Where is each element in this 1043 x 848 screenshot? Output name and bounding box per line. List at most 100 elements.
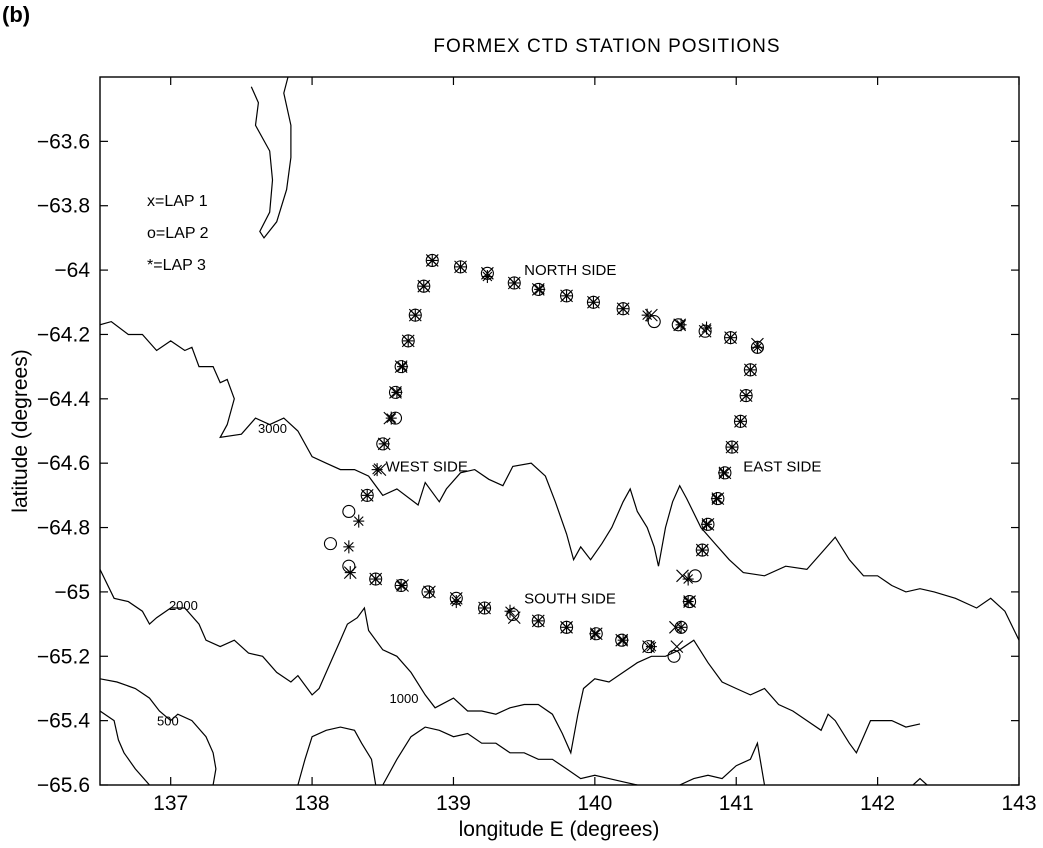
station-marker-star-21 — [682, 572, 694, 586]
contour-line-8 — [912, 777, 928, 785]
station-marker-star-35 — [344, 566, 356, 580]
contour-line-1 — [100, 320, 1019, 641]
station-marker-star-7 — [617, 302, 629, 316]
station-marker-star-30 — [479, 601, 491, 615]
x-tick-label-1: 138 — [295, 792, 330, 815]
station-marker-star-31 — [450, 595, 462, 609]
station-marker-star-22 — [682, 595, 694, 609]
contour-line-6 — [382, 726, 638, 785]
y-axis-title: latitude (degrees) — [9, 349, 32, 512]
contour-labels: 3000 2000 1000 500 — [157, 421, 418, 729]
station-marker-star-38 — [361, 488, 373, 502]
y-tick-label-8: −65.2 — [37, 645, 90, 668]
contour-label-0: 3000 — [258, 421, 287, 436]
station-marker-star-15 — [734, 414, 746, 428]
station-marker-star-13 — [744, 363, 756, 377]
station-marker-star-43 — [397, 360, 409, 374]
y-tick-label-4: −64.4 — [37, 388, 90, 411]
station-marker-star-10 — [701, 321, 713, 335]
station-marker-star-8 — [641, 308, 653, 322]
panel-label: (b) — [2, 2, 31, 27]
station-marker-star-16 — [726, 440, 738, 454]
y-tick-label-5: −64.6 — [37, 452, 90, 475]
contour-line-2 — [100, 569, 921, 755]
station-marker-o-24 — [667, 649, 681, 663]
contour-line-7 — [679, 741, 766, 785]
x-tick-label-0: 137 — [153, 792, 188, 815]
contour-label-2: 1000 — [390, 691, 419, 706]
y-tick-label-10: −65.6 — [37, 774, 90, 797]
station-marker-star-11 — [725, 331, 737, 345]
station-marker-star-26 — [589, 627, 601, 641]
y-tick-label-9: −65.4 — [37, 710, 90, 733]
bathymetry-contours — [100, 77, 1019, 785]
legend-entry-1: o=LAP 2 — [147, 225, 209, 242]
x-tick-label-6: 143 — [1001, 792, 1036, 815]
station-marker-star-20 — [696, 543, 708, 557]
contour-line-5 — [297, 726, 377, 785]
station-marker-star-1 — [455, 260, 467, 274]
x-tick-label-4: 141 — [719, 792, 754, 815]
station-marker-star-9 — [675, 318, 687, 332]
station-marker-o-10 — [698, 324, 712, 338]
station-marker-star-17 — [718, 466, 730, 480]
side-annotations: NORTH SIDE WEST SIDE EAST SIDE SOUTH SIDE — [386, 262, 822, 607]
legend-entry-0: x=LAP 1 — [147, 193, 208, 210]
station-marker-star-29 — [504, 604, 516, 618]
station-marker-star-27 — [561, 620, 573, 634]
station-marker-star-5 — [561, 289, 573, 303]
station-marker-star-44 — [402, 334, 414, 348]
station-marker-star-12 — [751, 340, 763, 354]
station-marker-star-37 — [353, 514, 365, 528]
contour-label-1: 2000 — [169, 598, 198, 613]
station-marker-o-8 — [647, 315, 661, 329]
x-axis-title: longitude E (degrees) — [459, 818, 660, 841]
station-marker-star-0 — [426, 253, 438, 267]
station-marker-star-39 — [371, 463, 383, 477]
station-marker-star-36 — [343, 540, 355, 554]
station-marker-star-34 — [370, 572, 382, 586]
annotation-east-side: EAST SIDE — [743, 458, 821, 475]
station-marker-star-28 — [532, 614, 544, 628]
station-marker-star-24 — [645, 640, 657, 654]
station-marker-star-33 — [395, 578, 407, 592]
annotation-north-side: NORTH SIDE — [524, 262, 616, 279]
station-marker-o-21 — [688, 569, 702, 583]
x-tick-label-3: 140 — [577, 792, 612, 815]
station-marker-o-37 — [323, 537, 338, 551]
station-marker-star-42 — [391, 385, 403, 399]
station-marker-star-23 — [675, 620, 687, 634]
y-tick-label-3: −64.2 — [37, 323, 90, 346]
plot-frame — [99, 76, 1020, 786]
station-marker-star-46 — [418, 279, 430, 293]
station-marker-star-3 — [508, 276, 520, 290]
station-marker-star-6 — [587, 295, 599, 309]
station-marker-star-19 — [701, 517, 713, 531]
station-marker-star-4 — [534, 282, 546, 296]
x-tick-label-2: 139 — [436, 792, 471, 815]
y-tick-label-0: −63.6 — [37, 130, 90, 153]
legend: x=LAP 1 o=LAP 2 *=LAP 3 — [147, 193, 209, 274]
station-marker-star-2 — [481, 270, 493, 284]
annotation-south-side: SOUTH SIDE — [524, 590, 616, 607]
y-tick-label-6: −64.8 — [37, 517, 90, 540]
x-tick-label-5: 142 — [860, 792, 895, 815]
legend-entry-2: *=LAP 3 — [147, 257, 206, 274]
contour-line-4 — [100, 710, 150, 785]
annotation-west-side: WEST SIDE — [386, 458, 468, 475]
contour-label-3: 500 — [157, 714, 179, 729]
station-marker-star-18 — [710, 492, 722, 506]
y-tick-label-7: −65 — [54, 581, 90, 604]
contour-line-0 — [250, 77, 292, 239]
station-marker-o-38 — [342, 504, 356, 519]
contour-line-3 — [100, 678, 217, 785]
station-markers — [323, 253, 764, 663]
y-tick-label-2: −64 — [54, 259, 90, 282]
chart-title: FORMEX CTD STATION POSITIONS — [433, 36, 780, 57]
station-marker-star-14 — [740, 389, 752, 403]
station-marker-x-21 — [676, 569, 689, 583]
station-marker-star-41 — [385, 411, 397, 425]
y-tick-label-1: −63.8 — [37, 195, 90, 218]
station-marker-star-32 — [423, 585, 435, 599]
